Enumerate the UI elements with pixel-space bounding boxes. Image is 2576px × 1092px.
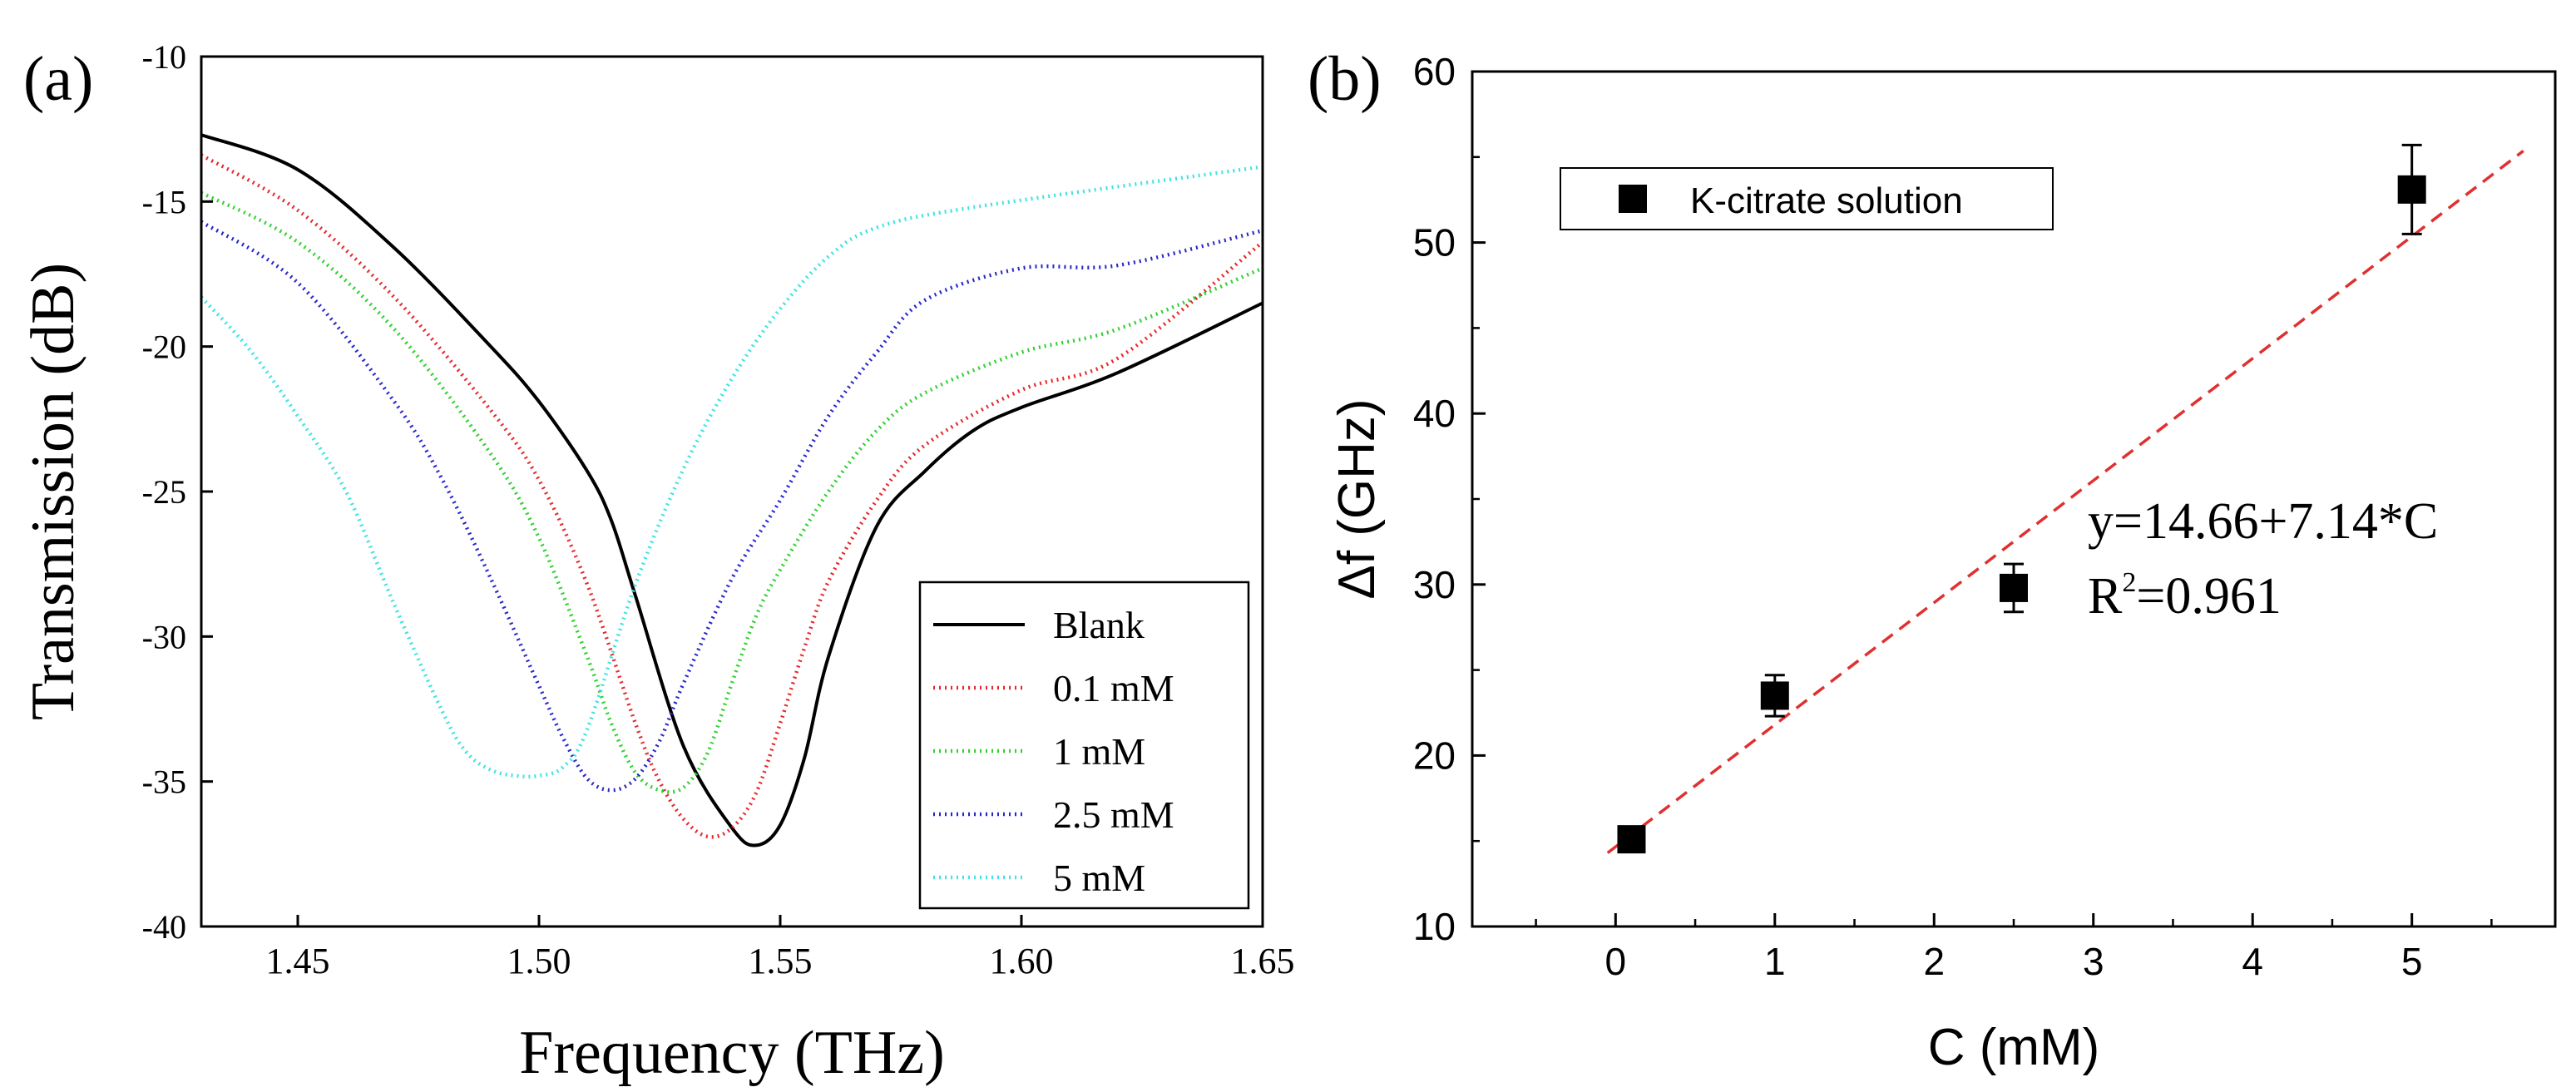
panel-a: (a) 1.45 1.50 1.55 1.60 1.65 -10 -15 -20 -25 -30… [19,38,1295,1087]
y-tick-label: -35 [142,763,186,801]
y-tick-label: 10 [1413,905,1456,948]
r2-prefix: R [2088,568,2123,625]
r2-value: =0.961 [2136,568,2281,625]
panel-b-legend-label: K-citrate solution [1690,180,1963,221]
y-tick-label: -15 [142,183,186,220]
x-tick-label: 1.60 [990,941,1054,981]
x-tick-label: 0 [1605,940,1627,983]
y-tick-label: 20 [1413,734,1456,777]
legend-label-4: 5 mM [1053,857,1145,899]
legend-label-2: 1 mM [1053,730,1145,773]
panel-a-x-axis-title: Frequency (THz) [519,1019,945,1087]
x-tick-label: 1 [1764,940,1786,983]
data-point [2000,573,2028,602]
x-tick-label: 4 [2242,940,2263,983]
r2-superscript: 2 [2122,567,2136,598]
y-tick-label: -40 [142,908,186,946]
y-tick-label: 50 [1413,221,1456,264]
y-tick-label: -30 [142,618,186,655]
y-tick-label: 30 [1413,563,1456,606]
legend-label-0: Blank [1053,604,1145,646]
y-tick-label: 60 [1413,50,1456,93]
panel-a-y-axis-title: Transmission (dB) [19,263,87,720]
fit-line [1606,150,2524,854]
series-line-0 [200,133,1263,847]
data-point [2397,175,2426,204]
x-tick-label: 5 [2401,940,2423,983]
panel-b-x-axis-title: C (mM) [1928,1019,2100,1076]
data-point [1760,681,1789,710]
y-tick-label: -10 [142,38,186,76]
data-point [1617,825,1646,854]
series-line-4 [200,165,1263,779]
legend-label-3: 2.5 mM [1053,793,1174,836]
y-tick-label: -25 [142,473,186,511]
panel-a-x-ticks: 1.45 1.50 1.55 1.60 1.65 [266,915,1295,981]
panel-b-legend-marker [1619,185,1647,213]
series-line-1 [200,153,1264,839]
fit-r-squared: R2=0.961 [2088,567,2282,625]
panel-a-y-ticks: -10 -15 -20 -25 -30 -35 -40 [142,38,213,946]
panel-b-y-axis-title: Δf (GHz) [1328,398,1386,599]
x-tick-label: 2 [1923,940,1945,983]
panel-a-series-group [200,133,1264,847]
panel-b-label: (b) [1308,44,1382,114]
x-tick-label: 1.65 [1231,941,1295,981]
y-tick-label: -20 [142,329,186,366]
y-tick-label: 40 [1413,392,1456,435]
panel-b-y-ticks: 10 20 30 40 50 60 [1413,50,1486,948]
fit-equation: y=14.66+7.14*C [2088,493,2438,550]
panel-b-points-group [1617,143,2426,854]
panel-b-x-ticks: 0 1 2 3 4 5 [1535,913,2493,983]
x-tick-label: 3 [2083,940,2104,983]
panel-b-fit-group [1606,150,2524,854]
x-tick-label: 1.50 [507,941,571,981]
panel-a-legend-entries: Blank 0.1 mM 1 mM 2.5 mM 5 mM [933,604,1174,899]
panel-a-legend-box [918,581,1250,910]
panel-b-legend: K-citrate solution [1560,167,2054,230]
x-tick-label: 1.55 [749,941,813,981]
panel-a-legend: Blank 0.1 mM 1 mM 2.5 mM 5 mM [918,581,1250,910]
x-tick-label: 1.45 [266,941,330,981]
legend-label-1: 0.1 mM [1053,667,1174,709]
panel-a-label: (a) [23,44,93,114]
